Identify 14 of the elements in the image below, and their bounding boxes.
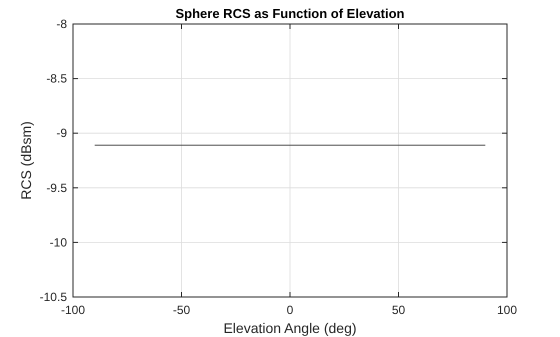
x-tick-label: 100 [496,303,518,317]
x-axis-title: Elevation Angle (deg) [223,320,357,336]
x-tick-label: -50 [172,303,190,317]
y-tick-label: -9.5 [46,180,68,195]
y-tick-label: -9 [56,126,68,140]
x-tick-label: 50 [392,303,406,317]
y-axis-title: RCS (dBsm) [18,121,34,200]
y-tick-label: -10 [50,235,68,250]
x-tick-label: -100 [60,303,86,317]
chart-title: Sphere RCS as Function of Elevation [176,6,405,21]
y-tick-label: -8 [56,17,68,31]
x-tick-label: 0 [286,303,294,317]
y-tick-label: -10.5 [40,290,68,304]
y-tick-label: -8.5 [46,72,68,86]
